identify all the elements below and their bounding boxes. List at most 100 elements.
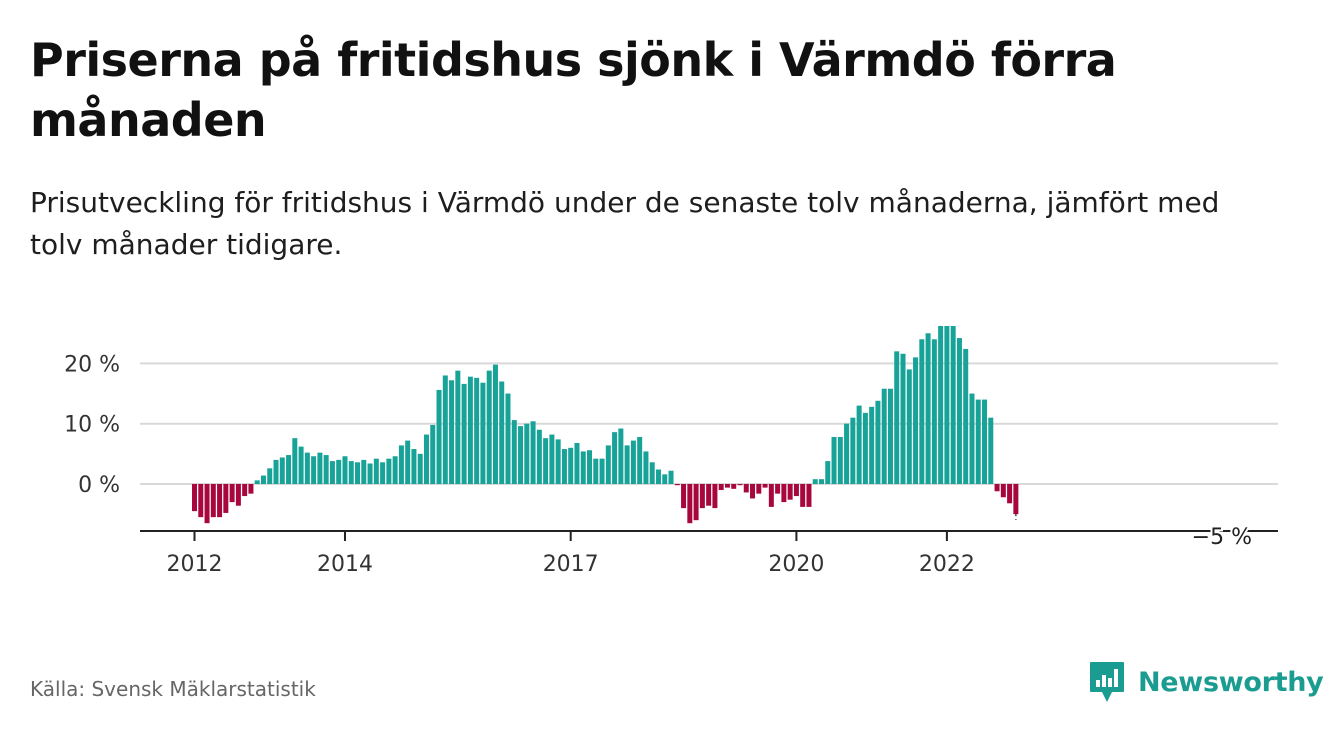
bar <box>304 452 310 484</box>
bar <box>831 436 837 484</box>
bar <box>793 484 799 497</box>
bar <box>392 456 398 484</box>
axes: 20 % 10 % 0 % 2012 2014 2017 2020 2022 −5 % <box>64 352 1278 577</box>
bar <box>254 480 260 484</box>
bar <box>681 484 687 509</box>
bar <box>329 461 335 484</box>
x-tick-label: 2017 <box>543 552 599 577</box>
bar <box>1000 484 1006 498</box>
bar <box>217 484 223 518</box>
bar <box>442 375 448 484</box>
bar <box>881 388 887 484</box>
bar <box>1013 484 1019 515</box>
bar <box>580 451 586 484</box>
bar <box>718 484 724 491</box>
bar <box>229 484 235 503</box>
bar <box>223 484 229 513</box>
bar <box>812 479 818 484</box>
bar <box>348 461 354 484</box>
bar <box>956 338 962 484</box>
bar <box>367 463 373 484</box>
x-tick-label: 2020 <box>768 552 824 577</box>
newsworthy-logo-icon <box>1090 662 1124 702</box>
bar <box>555 439 561 484</box>
bar <box>844 423 850 484</box>
bar <box>768 484 774 507</box>
bar <box>687 484 693 524</box>
bar <box>800 484 806 507</box>
bar <box>317 452 323 484</box>
bar <box>819 479 824 484</box>
bar <box>724 484 730 488</box>
bar <box>875 400 881 484</box>
bar <box>380 462 386 484</box>
bar <box>423 434 429 484</box>
bar <box>480 382 486 484</box>
bar <box>931 339 937 484</box>
bar <box>593 458 599 484</box>
bar-chart: 20 % 10 % 0 % 2012 2014 2017 2020 2022 −5 % <box>64 326 1278 577</box>
bar <box>599 458 605 484</box>
bar <box>837 436 843 484</box>
bar <box>355 462 361 484</box>
bar <box>467 376 473 484</box>
bar <box>825 461 831 484</box>
bar <box>699 484 705 509</box>
bar <box>963 348 969 484</box>
bar <box>286 455 292 484</box>
bar <box>361 459 367 484</box>
bar <box>417 453 423 484</box>
bar <box>982 399 988 484</box>
bar <box>969 393 975 484</box>
bar <box>474 377 480 484</box>
bar <box>712 484 718 509</box>
bar <box>449 380 455 484</box>
source-note: Källa: Svensk Mäklarstatistik <box>30 677 316 701</box>
bar <box>756 484 762 494</box>
bar <box>242 484 248 497</box>
bar <box>204 484 210 524</box>
y-tick-label: 0 % <box>78 473 120 498</box>
bar <box>630 440 636 484</box>
bar <box>618 428 624 484</box>
bar <box>235 484 241 506</box>
bar <box>737 484 743 486</box>
bar <box>605 445 611 484</box>
bar <box>950 326 956 484</box>
bar <box>775 484 781 494</box>
y-tick-label: 20 % <box>64 352 120 377</box>
page-subtitle: Prisutveckling för fritidshus i Värmdö u… <box>30 186 1220 261</box>
bar <box>198 484 204 518</box>
bar <box>292 438 298 484</box>
bar <box>806 484 812 507</box>
x-tick-label: 2014 <box>317 552 373 577</box>
bar <box>612 432 618 484</box>
bar <box>323 455 329 484</box>
bar <box>887 388 893 484</box>
brand-logo: Newsworthy <box>1088 660 1324 704</box>
bar <box>248 484 254 494</box>
bar <box>518 426 524 484</box>
bar <box>499 381 505 484</box>
bar <box>430 424 436 484</box>
bar <box>543 438 549 484</box>
bar <box>787 484 793 500</box>
y-tick-label: 10 % <box>64 413 120 438</box>
brand-name: Newsworthy <box>1138 666 1324 698</box>
bar <box>568 447 574 484</box>
bar <box>938 326 944 484</box>
bars <box>192 326 1019 524</box>
bar <box>587 450 593 484</box>
bar <box>900 353 906 484</box>
bar <box>486 370 492 484</box>
bar <box>1007 484 1013 504</box>
bar <box>524 423 530 484</box>
x-tick-label: 2022 <box>919 552 975 577</box>
bar <box>762 484 768 488</box>
bar <box>944 326 950 484</box>
bar <box>655 469 661 484</box>
bar <box>674 484 680 486</box>
x-tick-label: 2012 <box>167 552 223 577</box>
bar <box>850 417 856 484</box>
bar <box>530 421 536 484</box>
